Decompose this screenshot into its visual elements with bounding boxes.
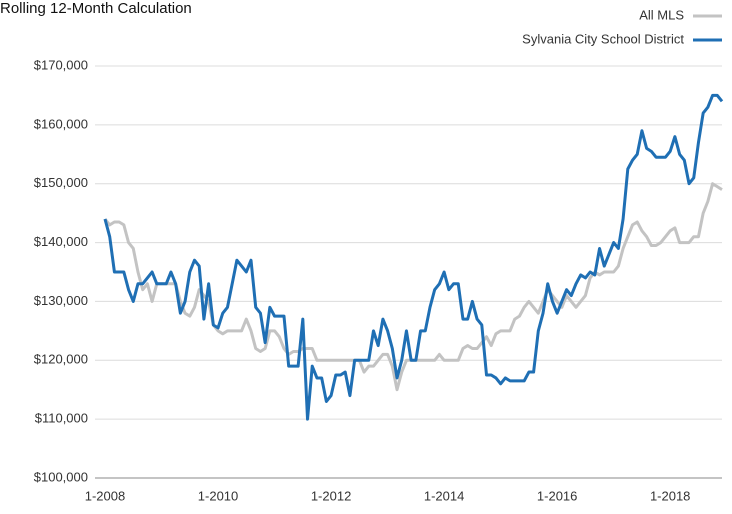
y-tick-label: $100,000 [34,469,88,484]
y-tick-label: $110,000 [35,411,88,426]
x-tick-label: 1-2014 [424,488,464,503]
legend-label: Sylvania City School District [522,31,684,46]
series-line [103,93,724,421]
y-tick-label: $130,000 [34,293,88,308]
y-tick-label: $170,000 [34,57,88,72]
legend-label: All MLS [639,7,684,22]
x-tick-label: 1-2012 [311,488,351,503]
x-tick-label: 1-2018 [650,488,690,503]
x-tick-label: 1-2008 [85,488,125,503]
y-tick-label: $160,000 [34,116,88,131]
y-tick-label: $120,000 [34,352,88,367]
y-tick-label: $140,000 [34,234,88,249]
x-tick-label: 1-2016 [537,488,577,503]
chart-title: Rolling 12-Month Calculation [0,0,192,17]
y-tick-label: $150,000 [34,175,88,190]
x-tick-label: 1-2010 [198,488,238,503]
